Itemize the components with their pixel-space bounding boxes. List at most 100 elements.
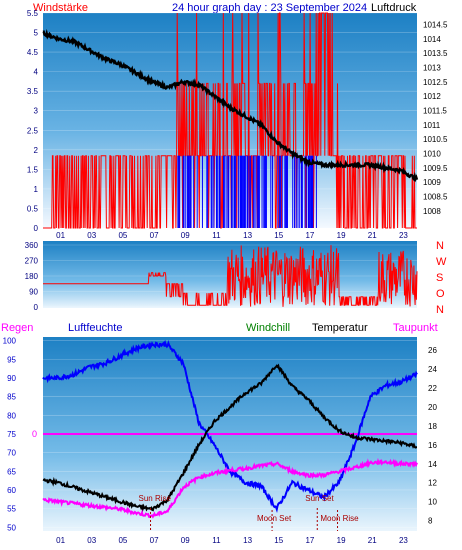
temperature-tick: 24 — [428, 365, 437, 374]
wind-speed-series — [43, 12, 417, 229]
temperature-tick: 18 — [428, 422, 437, 431]
temperature-tick: 12 — [428, 479, 437, 488]
wind-speed-tick: 3 — [34, 107, 39, 116]
wind-speed-line — [43, 12, 417, 229]
pressure-axis-title: Luftdruck — [371, 2, 417, 14]
pressure-series — [42, 28, 419, 183]
humidity-tick: 65 — [7, 467, 16, 476]
time-tick: 21 — [368, 536, 377, 545]
temperature-line — [42, 363, 417, 513]
humidity-title: Luftfeuchte — [68, 322, 122, 334]
time-tick: 05 — [118, 231, 127, 240]
wind-speed-tick-labels: 5.5 5 4.5 4 3.5 3 2.5 2 1.5 1 0.5 0 — [27, 9, 39, 233]
time-tick: 11 — [212, 536, 221, 545]
compass-label: S — [436, 272, 443, 284]
time-tick: 19 — [337, 231, 346, 240]
time-tick: 17 — [305, 231, 314, 240]
wind-speed-tick: 3.5 — [27, 87, 39, 96]
pressure-tick: 1010.5 — [423, 135, 448, 144]
wind-speed-tick: 5.5 — [27, 9, 39, 18]
dewpoint-title: Taupunkt — [393, 322, 438, 334]
time-tick: 07 — [150, 536, 159, 545]
time-tick: 03 — [87, 231, 96, 240]
pressure-tick: 1013.5 — [423, 49, 448, 58]
wind-speed-tick: 0.5 — [27, 204, 39, 213]
pressure-tick: 1011 — [423, 121, 441, 130]
temperature-tick-labels: 26 24 22 20 18 16 14 12 10 8 — [428, 346, 437, 525]
humidity-tick: 100 — [3, 337, 17, 346]
humidity-tick: 70 — [7, 449, 16, 458]
time-tick: 07 — [150, 231, 159, 240]
temperature-humidity-series — [42, 339, 418, 519]
temperature-time-ticks: 01 03 05 07 09 11 13 15 17 19 21 23 — [56, 536, 408, 545]
compass-label: O — [436, 288, 445, 300]
dewpoint-line — [42, 457, 418, 519]
wind-direction-line — [43, 245, 418, 307]
temperature-tick: 20 — [428, 403, 437, 412]
sunrise-label: Sun Rise — [139, 494, 172, 503]
pressure-tick: 1009.5 — [423, 164, 448, 173]
compass-label: N — [436, 240, 444, 252]
humidity-tick: 75 — [7, 430, 16, 439]
humidity-tick: 85 — [7, 393, 16, 402]
moonrise-label: Moon Rise — [320, 514, 359, 523]
rain-zero-label: 0 — [32, 429, 37, 439]
time-tick: 17 — [305, 536, 314, 545]
direction-tick: 180 — [25, 272, 39, 281]
pressure-tick: 1013 — [423, 63, 441, 72]
pressure-tick: 1011.5 — [423, 106, 447, 115]
time-tick: 09 — [181, 231, 190, 240]
humidity-tick: 95 — [7, 355, 16, 364]
time-tick: 15 — [274, 536, 283, 545]
pressure-tick: 1009 — [423, 178, 441, 187]
time-tick: 01 — [56, 231, 65, 240]
pressure-tick: 1008 — [423, 207, 441, 216]
wind-direction-series — [43, 245, 418, 307]
temperature-tick: 10 — [428, 498, 437, 507]
direction-tick: 90 — [29, 288, 38, 297]
temperature-tick: 16 — [428, 441, 437, 450]
humidity-tick: 60 — [7, 486, 16, 495]
sunset-label: Sun Set — [305, 494, 334, 503]
pressure-tick: 1008.5 — [423, 192, 448, 201]
wind-speed-tick: 1.5 — [27, 165, 39, 174]
time-tick: 03 — [87, 536, 96, 545]
time-tick: 05 — [118, 536, 127, 545]
humidity-tick-labels: 100 95 90 85 80 75 70 65 60 55 50 — [3, 337, 17, 533]
moonset-label: Moon Set — [257, 514, 292, 523]
pressure-tick-labels: 1014.5 1014 1013.5 1013 1012.5 1012 1011.5 1011… — [423, 20, 448, 215]
time-tick: 23 — [399, 536, 408, 545]
humidity-tick: 90 — [7, 374, 16, 383]
humidity-tick: 55 — [7, 505, 16, 514]
rain-title: Regen — [1, 322, 33, 334]
wind-speed-tick: 4 — [34, 68, 39, 77]
wind-speed-tick: 0 — [34, 224, 39, 233]
chart-title: 24 hour graph day : 23 September 2024 — [172, 2, 367, 14]
pressure-tick: 1014.5 — [423, 20, 448, 29]
wind-speed-tick: 5 — [34, 29, 39, 38]
time-tick: 15 — [274, 231, 283, 240]
direction-tick: 0 — [34, 303, 39, 312]
time-tick: 01 — [56, 536, 65, 545]
humidity-tick: 80 — [7, 411, 16, 420]
direction-tick: 270 — [25, 257, 39, 266]
temperature-title: Temperatur — [312, 322, 368, 334]
time-tick: 11 — [212, 231, 221, 240]
pressure-tick: 1010 — [423, 149, 441, 158]
wind-direction-tick-labels: 360 270 180 90 0 — [25, 241, 39, 312]
wind-speed-tick: 2.5 — [27, 126, 39, 135]
wind-speed-tick: 1 — [34, 185, 39, 194]
wind-axis-title: Windstärke — [33, 2, 88, 14]
direction-tick: 360 — [25, 241, 39, 250]
pressure-line — [42, 28, 419, 183]
humidity-line — [42, 339, 418, 514]
temperature-tick: 8 — [428, 517, 433, 526]
time-tick: 09 — [181, 536, 190, 545]
temperature-tick: 26 — [428, 346, 437, 355]
compass-label: W — [436, 256, 447, 268]
time-tick: 13 — [243, 536, 252, 545]
time-tick: 21 — [368, 231, 377, 240]
pressure-tick: 1014 — [423, 35, 441, 44]
wind-speed-tick: 4.5 — [27, 48, 39, 57]
